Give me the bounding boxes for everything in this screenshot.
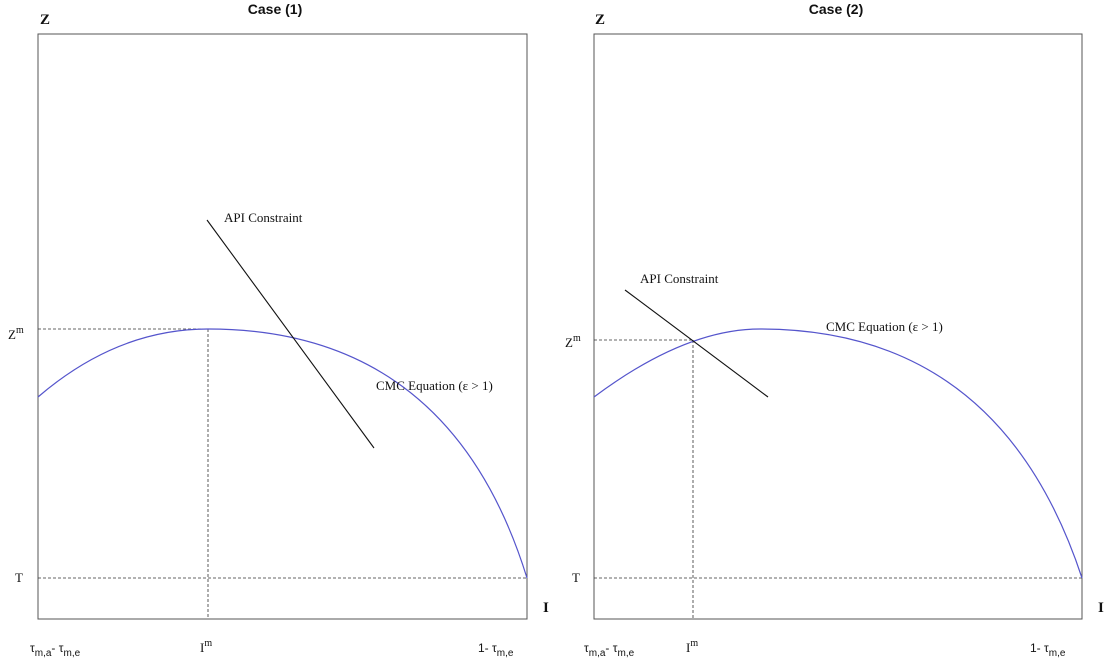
y-axis-label: Z — [595, 12, 605, 28]
im-tick-label: Im — [200, 638, 212, 655]
panel-case-1: Case (1) Z I API Constraint CMC Equation… — [8, 1, 549, 659]
api-constraint-line — [206, 219, 375, 449]
x-axis-label: I — [1098, 600, 1104, 616]
svg-text:1- τm,e: 1- τm,e — [1030, 641, 1066, 659]
t-tick-label: T — [572, 570, 580, 585]
svg-text:Im: Im — [686, 638, 698, 655]
svg-text:Zm: Zm — [565, 333, 581, 350]
svg-text:Im: Im — [200, 638, 212, 655]
api-constraint-label: API Constraint — [224, 210, 303, 225]
plot-frame — [593, 33, 1083, 620]
t-tick-label: T — [15, 570, 23, 585]
x-left-tick-label: τm,a- τm,e — [584, 641, 635, 659]
x-right-tick-label: 1- τm,e — [1030, 641, 1066, 659]
x-left-tick-label: τm,a- τm,e — [30, 641, 81, 659]
cmc-equation-curve — [37, 328, 528, 579]
im-tick-label: Im — [686, 638, 698, 655]
svg-text:1- τm,e: 1- τm,e — [478, 641, 514, 659]
svg-text:Zm: Zm — [8, 325, 24, 342]
x-axis-label: I — [543, 600, 549, 616]
cmc-equation-label: CMC Equation (ε > 1) — [826, 319, 943, 334]
cmc-equation-curve — [593, 328, 1083, 579]
panel-title: Case (2) — [809, 1, 863, 17]
svg-text:τm,a- τm,e: τm,a- τm,e — [30, 641, 81, 659]
panel-case-2: Case (2) Z I API Constraint CMC Equation… — [565, 1, 1104, 659]
panel-title: Case (1) — [248, 1, 302, 17]
zm-tick-label: Zm — [565, 333, 581, 350]
svg-text:τm,a- τm,e: τm,a- τm,e — [584, 641, 635, 659]
cmc-equation-label: CMC Equation (ε > 1) — [376, 378, 493, 393]
zm-tick-label: Zm — [8, 325, 24, 342]
api-constraint-label: API Constraint — [640, 271, 719, 286]
y-axis-label: Z — [40, 12, 50, 28]
x-right-tick-label: 1- τm,e — [478, 641, 514, 659]
plot-frame — [37, 33, 528, 620]
api-constraint-line — [624, 289, 769, 398]
